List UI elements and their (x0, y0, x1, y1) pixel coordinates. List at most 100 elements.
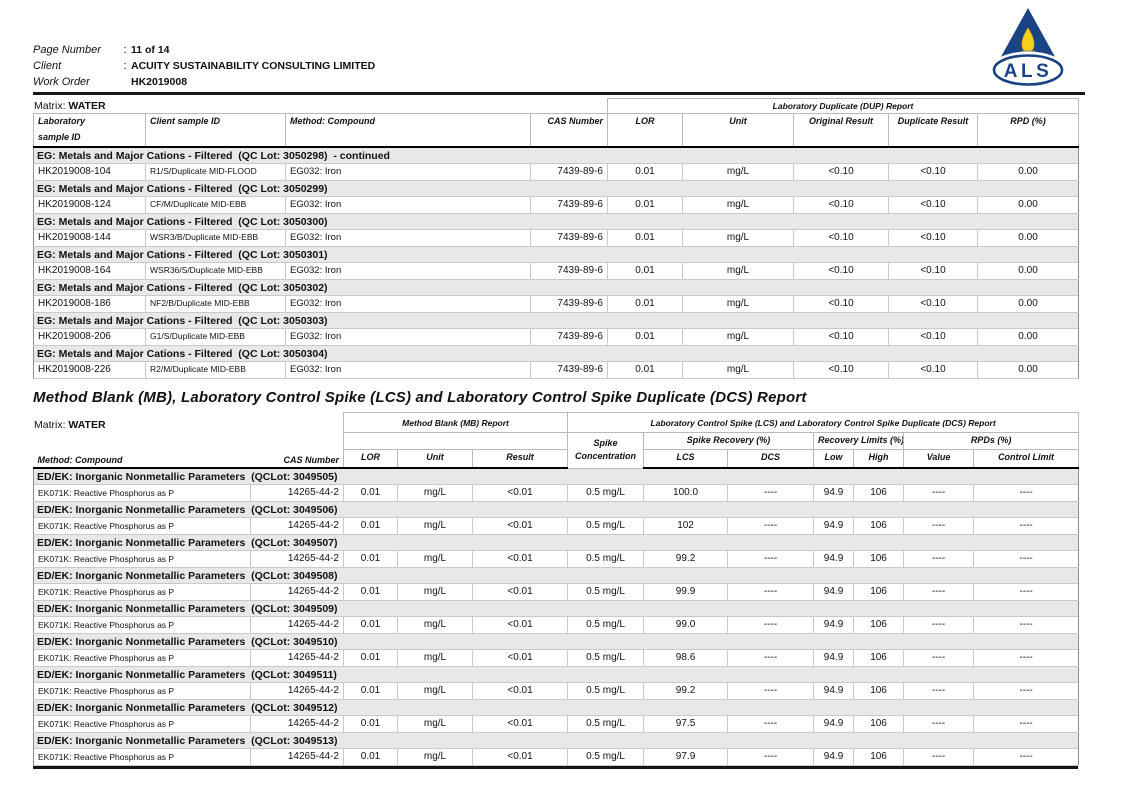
result-cell: 97.9 (643, 748, 729, 766)
result-cell: ---- (903, 682, 975, 700)
result-cell: 106 (853, 649, 905, 667)
result-cell: 106 (853, 484, 905, 502)
result-cell: 14265-44-2 (250, 517, 344, 535)
qc-group-title: EG: Metals and Major Cations - Filtered … (32, 212, 1080, 229)
separator (119, 74, 131, 90)
result-cell: 7439-89-6 (530, 327, 608, 346)
qc-group-title: ED/EK: Inorganic Nonmetallic Parameters … (32, 534, 1080, 551)
result-cell: 0.01 (343, 484, 398, 502)
result-cell: 14265-44-2 (250, 715, 344, 733)
result-cell: 94.9 (813, 583, 855, 601)
result-cell: 0.01 (343, 550, 398, 568)
result-cell: EG032: Iron (285, 327, 531, 346)
result-cell: mg/L (397, 550, 473, 568)
client-value: ACUITY SUSTAINABILITY CONSULTING LIMITED (131, 60, 376, 72)
result-cell: <0.10 (888, 195, 978, 214)
result-cell: CF/M/Duplicate MID-EBB (145, 195, 286, 214)
col-value: Value (903, 448, 975, 469)
result-cell: 94.9 (813, 715, 855, 733)
col-rpd: RPD (%) (976, 113, 1080, 148)
result-cell: 106 (853, 616, 905, 634)
result-cell: <0.10 (793, 228, 889, 247)
separator: : (123, 44, 127, 56)
qc-group-row: EG: Metals and Major Cations - Filtered … (32, 344, 1080, 361)
result-cell: HK2019008-124 (33, 195, 146, 214)
result-cell: 98.6 (643, 649, 729, 667)
result-cell: 99.0 (643, 616, 729, 634)
result-cell: ---- (903, 616, 975, 634)
result-cell: 0.01 (343, 583, 398, 601)
section-title: Method Blank (MB), Laboratory Control Sp… (33, 388, 807, 406)
subcol-recovery-limits: Recovery Limits (%) (813, 431, 905, 450)
result-cell: 0.5 mg/L (567, 649, 645, 667)
result-cell: <0.01 (471, 550, 569, 568)
result-cell: 0.5 mg/L (567, 616, 645, 634)
page-header: Page Number : 11 of 14 Client : ACUITY S… (33, 0, 1085, 95)
result-cell: HK2019008-104 (33, 162, 146, 181)
als-logo: ALS (989, 6, 1067, 95)
result-cell: 14265-44-2 (250, 550, 344, 568)
result-cell: ---- (727, 616, 815, 634)
result-cell: 0.5 mg/L (567, 484, 645, 502)
result-cell: mg/L (397, 682, 473, 700)
result-cell: 0.00 (976, 162, 1080, 181)
col-method-compound: Method: Compound (33, 449, 251, 469)
subcol-rpds: RPDs (%) (903, 431, 1080, 450)
result-cell: <0.10 (888, 327, 978, 346)
result-cell: ---- (973, 682, 1080, 700)
result-cell: EG032: Iron (285, 294, 531, 313)
qc-group-title: ED/EK: Inorganic Nonmetallic Parameters … (32, 732, 1080, 749)
table-row: HK2019008-164 WSR36/S/Duplicate MID-EBB EG… (33, 261, 1080, 280)
result-cell: 0.00 (976, 294, 1080, 313)
mb-lcs-group-header-row: Method Blank (MB) Report Laboratory Cont… (33, 411, 1080, 433)
qc-group-row: ED/EK: Inorganic Nonmetallic Parameters … (32, 732, 1080, 749)
result-cell: mg/L (397, 649, 473, 667)
result-cell: 7439-89-6 (530, 162, 608, 181)
col-dcs: DCS (727, 448, 815, 469)
result-cell: 7439-89-6 (530, 228, 608, 247)
col-client-sample-id: Client sample ID (145, 113, 286, 148)
result-cell: 0.5 mg/L (567, 682, 645, 700)
result-cell: 0.01 (607, 195, 683, 214)
result-cell: EG032: Iron (285, 261, 531, 280)
table-row: HK2019008-186 NF2/B/Duplicate MID-EBB EG03… (33, 294, 1080, 313)
table-row: EK071K: Reactive Phosphorus as P 14265-44… (33, 583, 1080, 601)
result-cell: 14265-44-2 (250, 649, 344, 667)
result-cell: 94.9 (813, 550, 855, 568)
result-cell: 106 (853, 748, 905, 766)
result-cell: <0.01 (471, 616, 569, 634)
col-unit: Unit (682, 113, 794, 148)
result-cell: ---- (903, 484, 975, 502)
col-lor: LOR (607, 113, 683, 148)
result-cell: 14265-44-2 (250, 682, 344, 700)
result-cell: 14265-44-2 (250, 616, 344, 634)
result-cell: HK2019008-164 (33, 261, 146, 280)
result-cell: <0.10 (888, 360, 978, 379)
result-cell: 99.9 (643, 583, 729, 601)
spacer-cell (33, 412, 344, 432)
qc-group-row: ED/EK: Inorganic Nonmetallic Parameters … (32, 600, 1080, 617)
result-cell: 0.00 (976, 195, 1080, 214)
result-cell: ---- (973, 616, 1080, 634)
spacer-cell (342, 431, 569, 450)
table-row: HK2019008-124 CF/M/Duplicate MID-EBB EG032… (33, 195, 1080, 214)
result-cell: 106 (853, 517, 905, 535)
result-cell: WSR36/S/Duplicate MID-EBB (145, 261, 286, 280)
result-cell: EK071K: Reactive Phosphorus as P (33, 484, 251, 502)
result-cell: 0.01 (343, 649, 398, 667)
result-cell: EK071K: Reactive Phosphorus as P (33, 682, 251, 700)
qc-group-title: EG: Metals and Major Cations - Filtered … (32, 311, 1080, 328)
qc-group-title: ED/EK: Inorganic Nonmetallic Parameters … (32, 699, 1080, 716)
result-cell: 7439-89-6 (530, 294, 608, 313)
table-row: HK2019008-144 WSR3/B/Duplicate MID-EBB EG0… (33, 228, 1080, 247)
result-cell: 94.9 (813, 748, 855, 766)
qc-group-title: EG: Metals and Major Cations - Filtered … (32, 179, 1080, 196)
result-cell: 0.01 (343, 748, 398, 766)
result-cell: mg/L (682, 261, 794, 280)
result-cell: 0.01 (343, 616, 398, 634)
qc-group-title: ED/EK: Inorganic Nonmetallic Parameters … (32, 467, 1080, 485)
result-cell: HK2019008-144 (33, 228, 146, 247)
result-cell: EK071K: Reactive Phosphorus as P (33, 616, 251, 634)
result-cell: NF2/B/Duplicate MID-EBB (145, 294, 286, 313)
